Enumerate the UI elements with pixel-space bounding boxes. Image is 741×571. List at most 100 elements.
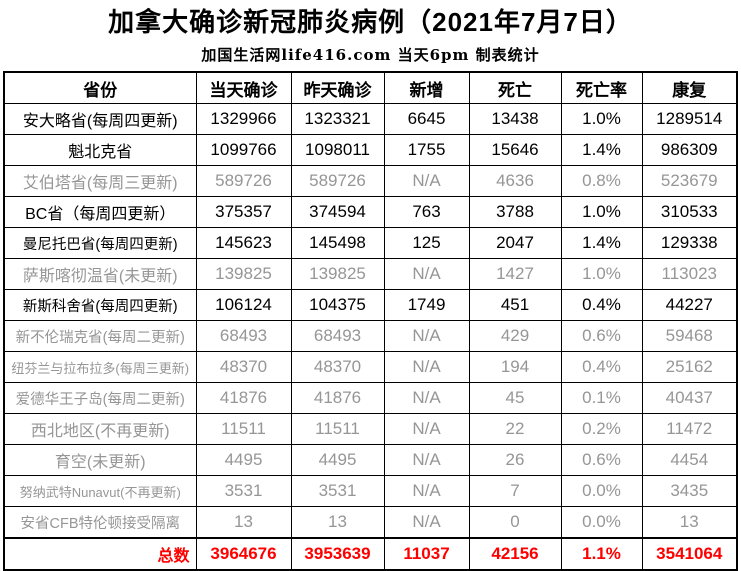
table-row: BC省（每周四更新） 375357 374594 763 3788 1.0% 310533: [3, 196, 738, 229]
covid-cases-table: 省份 当天确诊 昨天确诊 新增 死亡 死亡率 康复 安大略省(每周四更新) 1329966 13…: [3, 71, 738, 571]
value-cell: 0.0%: [560, 506, 643, 539]
table-header-row: 省份 当天确诊 昨天确诊 新增 死亡 死亡率 康复: [3, 71, 738, 105]
total-value-cell: 11037: [383, 537, 470, 571]
province-cell: 纽芬兰与拉布拉多(每周三更新): [3, 351, 197, 384]
value-cell: 1427: [468, 258, 562, 291]
table-row: 萨斯喀彻温省(未更新) 139825 139825 N/A 1427 1.0% 113023: [3, 258, 738, 291]
value-cell: 451: [468, 289, 562, 322]
value-cell: 589726: [195, 165, 292, 198]
table-row: 努纳武特Nunavut(不再更新) 3531 3531 N/A 7 0.0% 3435: [3, 475, 738, 508]
table-row: 育空(未更新) 4495 4495 N/A 26 0.6% 4454: [3, 444, 738, 477]
value-cell: 44227: [641, 289, 738, 322]
table-row: 安省CFB特伦顿接受隔离 13 13 N/A 0 0.0% 13: [3, 506, 738, 539]
value-cell: 1.0%: [560, 258, 643, 291]
value-cell: 1.0%: [560, 196, 643, 229]
value-cell: 4636: [468, 165, 562, 198]
table-row: 安大略省(每周四更新) 1329966 1323321 6645 13438 1.0% 12…: [3, 103, 738, 136]
value-cell: 41876: [290, 382, 385, 415]
value-cell: 1289514: [641, 103, 738, 136]
province-cell: 安省CFB特伦顿接受隔离: [3, 506, 197, 539]
value-cell: 13: [641, 506, 738, 539]
column-header: 死亡率: [560, 71, 643, 105]
total-value-cell: 3953639: [290, 537, 385, 571]
value-cell: 13: [195, 506, 292, 539]
value-cell: 0.0%: [560, 475, 643, 508]
value-cell: N/A: [383, 444, 470, 477]
value-cell: 0.8%: [560, 165, 643, 198]
value-cell: 0.2%: [560, 413, 643, 446]
value-cell: 1329966: [195, 103, 292, 136]
value-cell: N/A: [383, 165, 470, 198]
value-cell: 1755: [383, 134, 470, 167]
total-value-cell: 3541064: [641, 537, 738, 571]
table-row: 曼尼托巴省(每周四更新) 145623 145498 125 2047 1.4% 12933…: [3, 227, 738, 260]
page-title: 加拿大确诊新冠肺炎病例（2021年7月7日）: [108, 7, 633, 37]
value-cell: 59468: [641, 320, 738, 353]
value-cell: 1323321: [290, 103, 385, 136]
value-cell: N/A: [383, 258, 470, 291]
value-cell: 68493: [290, 320, 385, 353]
value-cell: 3531: [290, 475, 385, 508]
province-cell: 萨斯喀彻温省(未更新): [3, 258, 197, 291]
value-cell: 523679: [641, 165, 738, 198]
value-cell: 0.4%: [560, 289, 643, 322]
value-cell: 22: [468, 413, 562, 446]
column-header: 死亡: [468, 71, 562, 105]
value-cell: 3435: [641, 475, 738, 508]
value-cell: 375357: [195, 196, 292, 229]
table-row: 纽芬兰与拉布拉多(每周三更新) 48370 48370 N/A 194 0.4% 25162: [3, 351, 738, 384]
page-subtitle: 加国生活网life416.com 当天6pm 制表统计: [201, 46, 540, 65]
value-cell: N/A: [383, 320, 470, 353]
column-header: 当天确诊: [195, 71, 292, 105]
value-cell: 40437: [641, 382, 738, 415]
value-cell: 11511: [195, 413, 292, 446]
total-row: 总数 3964676 3953639 11037 42156 1.1% 3541064: [3, 537, 738, 571]
value-cell: 0.6%: [560, 444, 643, 477]
value-cell: 4454: [641, 444, 738, 477]
province-cell: 安大略省(每周四更新): [3, 103, 197, 136]
value-cell: 13: [290, 506, 385, 539]
province-cell: BC省（每周四更新）: [3, 196, 197, 229]
value-cell: N/A: [383, 382, 470, 415]
province-cell: 曼尼托巴省(每周四更新): [3, 227, 197, 260]
value-cell: 1099766: [195, 134, 292, 167]
value-cell: 7: [468, 475, 562, 508]
value-cell: 13438: [468, 103, 562, 136]
value-cell: 1.4%: [560, 134, 643, 167]
value-cell: N/A: [383, 351, 470, 384]
value-cell: N/A: [383, 475, 470, 508]
province-cell: 新斯科舍省(每周四更新): [3, 289, 197, 322]
value-cell: 3788: [468, 196, 562, 229]
value-cell: 763: [383, 196, 470, 229]
column-header: 新增: [383, 71, 470, 105]
value-cell: 129338: [641, 227, 738, 260]
value-cell: 1098011: [290, 134, 385, 167]
value-cell: 104375: [290, 289, 385, 322]
value-cell: 0.4%: [560, 351, 643, 384]
value-cell: 429: [468, 320, 562, 353]
value-cell: 45: [468, 382, 562, 415]
value-cell: 113023: [641, 258, 738, 291]
value-cell: 0.6%: [560, 320, 643, 353]
value-cell: 145623: [195, 227, 292, 260]
province-cell: 爱德华王子岛(每周二更新): [3, 382, 197, 415]
table-row: 艾伯塔省(每周三更新) 589726 589726 N/A 4636 0.8% 523679: [3, 165, 738, 198]
province-cell: 努纳武特Nunavut(不再更新): [3, 475, 197, 508]
total-label-cell: 总数: [3, 537, 197, 571]
value-cell: N/A: [383, 506, 470, 539]
value-cell: 15646: [468, 134, 562, 167]
value-cell: 0: [468, 506, 562, 539]
province-cell: 魁北克省: [3, 134, 197, 167]
column-header: 昨天确诊: [290, 71, 385, 105]
value-cell: 68493: [195, 320, 292, 353]
value-cell: 26: [468, 444, 562, 477]
value-cell: 11472: [641, 413, 738, 446]
table-row: 爱德华王子岛(每周二更新) 41876 41876 N/A 45 0.1% 40437: [3, 382, 738, 415]
province-cell: 育空(未更新): [3, 444, 197, 477]
table-row: 魁北克省 1099766 1098011 1755 15646 1.4% 986309: [3, 134, 738, 167]
value-cell: 1.4%: [560, 227, 643, 260]
table-row: 西北地区(不再更新) 11511 11511 N/A 22 0.2% 11472: [3, 413, 738, 446]
column-header: 省份: [3, 71, 197, 105]
value-cell: 0.1%: [560, 382, 643, 415]
